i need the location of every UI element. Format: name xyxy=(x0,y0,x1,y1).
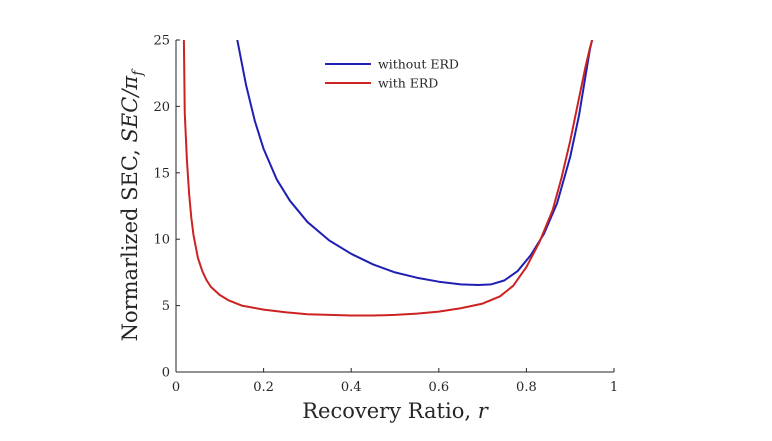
legend-label: without ERD xyxy=(378,57,459,72)
x-tick-label: 0.4 xyxy=(341,380,362,395)
x-tick-label: 0 xyxy=(172,380,180,395)
x-tick-label: 0.8 xyxy=(516,380,537,395)
y-tick-label: 10 xyxy=(153,233,170,248)
y-axis-label: Normarlized SEC, SEC/πf xyxy=(118,68,146,342)
x-tick-label: 0.6 xyxy=(428,380,449,395)
x-tick-label: 1 xyxy=(610,380,618,395)
x-tick-label: 0.2 xyxy=(253,380,274,395)
y-tick-label: 15 xyxy=(153,166,170,181)
y-tick-label: 25 xyxy=(153,34,170,49)
y-tick-label: 0 xyxy=(162,366,170,381)
x-axis-label: Recovery Ratio, r xyxy=(302,399,489,423)
series-line-without-erd xyxy=(236,40,594,287)
y-tick-label: 20 xyxy=(153,100,170,115)
series-layer xyxy=(182,40,594,317)
axes-layer xyxy=(175,40,614,373)
legend: without ERD with ERD xyxy=(325,57,459,91)
series-line-with-erd xyxy=(182,40,594,317)
legend-label: with ERD xyxy=(378,76,438,91)
y-tick-label: 5 xyxy=(162,299,170,314)
